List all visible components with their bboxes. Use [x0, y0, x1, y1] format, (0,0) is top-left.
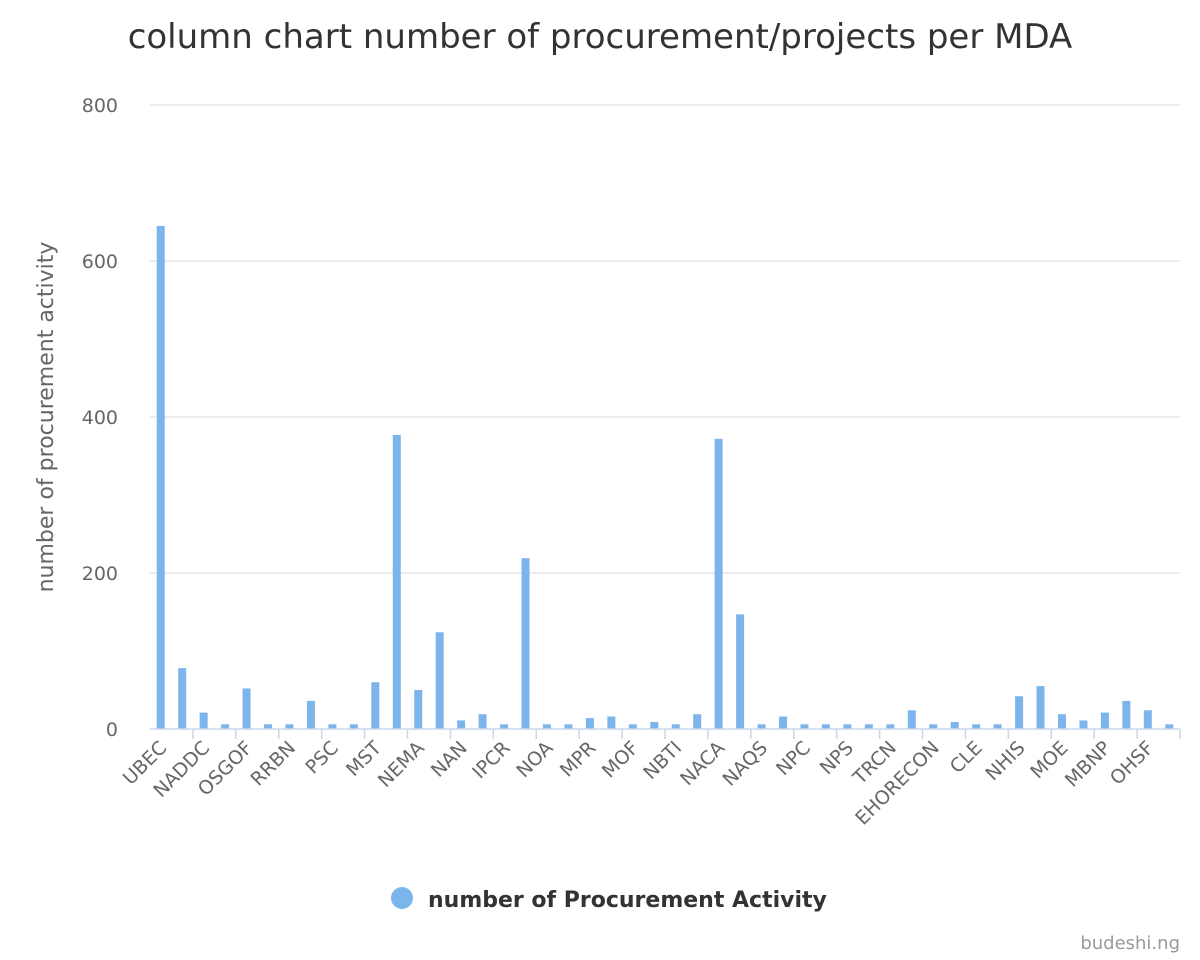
bar[interactable]: [1036, 686, 1045, 729]
y-tick-label: 400: [82, 407, 118, 429]
bar[interactable]: [392, 434, 401, 729]
bars: [156, 225, 1174, 729]
bar[interactable]: [800, 724, 809, 729]
bar[interactable]: [929, 724, 938, 729]
bar[interactable]: [650, 721, 659, 729]
bar[interactable]: [972, 724, 981, 729]
x-tick-label: NOA: [512, 737, 557, 782]
bar[interactable]: [1100, 712, 1109, 729]
x-tick-label: NAN: [427, 737, 472, 782]
bar[interactable]: [779, 716, 788, 729]
bar[interactable]: [671, 724, 680, 729]
bar[interactable]: [457, 720, 466, 729]
chart-credit[interactable]: budeshi.ng: [1080, 933, 1180, 954]
bar[interactable]: [821, 724, 830, 729]
y-tick-label: 0: [106, 719, 118, 741]
bar[interactable]: [693, 714, 702, 729]
x-tick-label: CLE: [946, 737, 987, 778]
legend-label[interactable]: number of Procurement Activity: [428, 888, 827, 913]
x-tick-label: MBNP: [1061, 737, 1116, 792]
y-axis-ticks: 0 200 400 600 800: [82, 95, 118, 741]
x-tick-label: NHIS: [981, 737, 1029, 785]
x-tick-label: MOF: [598, 737, 643, 782]
bar[interactable]: [950, 721, 959, 729]
bar[interactable]: [1015, 696, 1024, 729]
bar[interactable]: [1122, 700, 1131, 729]
bar[interactable]: [864, 724, 873, 729]
bar[interactable]: [221, 724, 230, 729]
x-tick-label: NACA: [676, 737, 729, 790]
bar[interactable]: [178, 668, 187, 729]
bar[interactable]: [607, 716, 616, 729]
bar[interactable]: [328, 724, 337, 729]
x-tick-label: MPR: [556, 737, 601, 782]
x-tick-label: PSC: [301, 737, 343, 779]
bar[interactable]: [736, 614, 745, 729]
bar[interactable]: [500, 724, 509, 729]
y-axis-label: number of procurement activity: [34, 242, 59, 593]
bar[interactable]: [1079, 720, 1088, 729]
gridlines: [150, 104, 1180, 574]
bar[interactable]: [521, 558, 530, 729]
bar[interactable]: [478, 714, 487, 729]
x-tick-label: IPCR: [468, 737, 514, 783]
bar[interactable]: [435, 632, 444, 729]
bar[interactable]: [1143, 710, 1152, 729]
bar[interactable]: [886, 724, 895, 729]
bar[interactable]: [993, 724, 1002, 729]
x-tick-label: NAQS: [718, 737, 772, 791]
bar[interactable]: [628, 724, 637, 729]
legend-marker[interactable]: [391, 887, 413, 909]
bar[interactable]: [264, 724, 273, 729]
bar[interactable]: [542, 724, 551, 729]
bar[interactable]: [843, 724, 852, 729]
x-tick-label: RRBN: [247, 737, 300, 790]
bar[interactable]: [757, 724, 766, 729]
bar[interactable]: [156, 225, 165, 729]
x-tick-label: NPC: [772, 737, 815, 780]
x-tick-label: OHSF: [1106, 737, 1158, 789]
bar[interactable]: [564, 724, 573, 729]
x-tick-label: NEMA: [374, 737, 429, 792]
bar[interactable]: [1057, 714, 1066, 729]
y-tick-label: 200: [82, 563, 118, 585]
bar[interactable]: [371, 682, 380, 729]
bar[interactable]: [349, 724, 358, 729]
bar[interactable]: [1165, 724, 1174, 729]
bar[interactable]: [285, 724, 294, 729]
y-tick-label: 600: [82, 251, 118, 273]
bar[interactable]: [414, 690, 423, 729]
y-tick-label: 800: [82, 95, 118, 117]
bar[interactable]: [199, 712, 208, 729]
legend[interactable]: number of Procurement Activity: [391, 887, 827, 913]
chart-title: column chart number of procurement/proje…: [128, 17, 1073, 57]
bar[interactable]: [907, 710, 916, 729]
bar[interactable]: [242, 688, 251, 729]
bar[interactable]: [306, 700, 315, 729]
bar[interactable]: [714, 438, 723, 729]
bar[interactable]: [585, 718, 594, 729]
